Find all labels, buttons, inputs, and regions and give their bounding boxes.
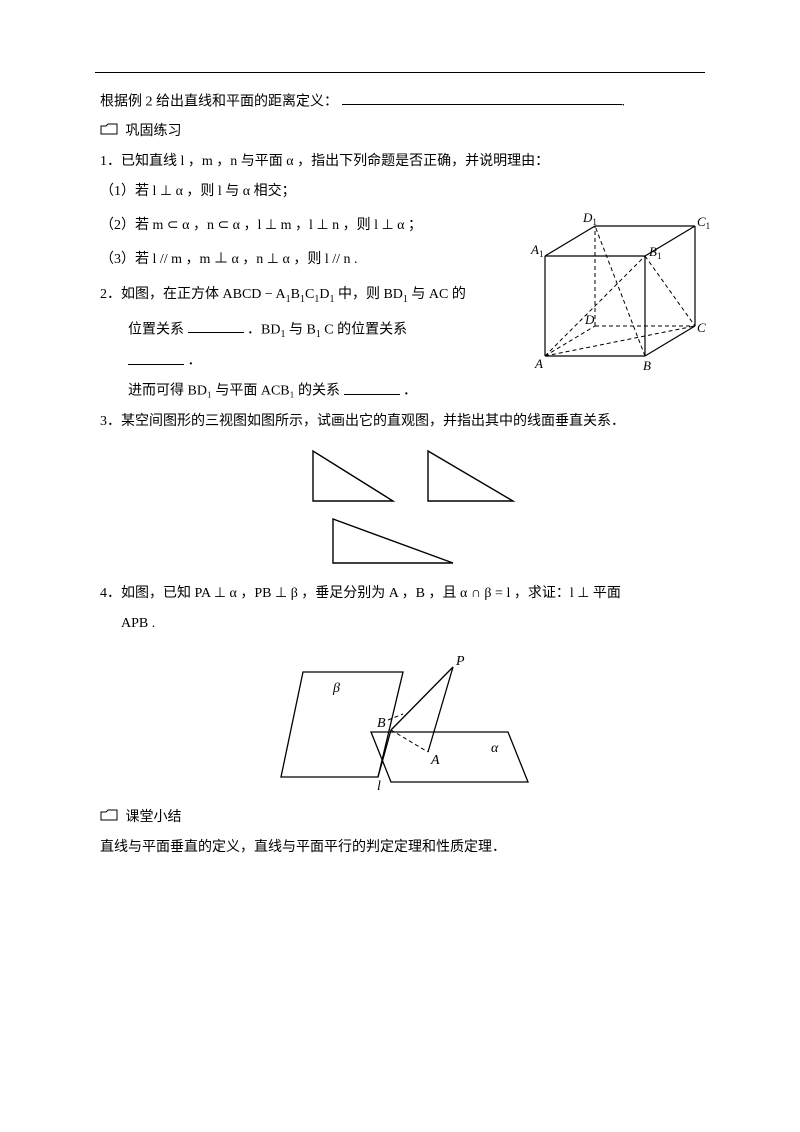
- q4-line1: 4．如图，已知 PA ⊥ α ，PB ⊥ β ，垂足分别为 A ，B ，且 α …: [100, 582, 705, 606]
- svg-text:C1: C1: [697, 214, 710, 231]
- q2-t1: 2．如图，在正方体 ABCD − A: [100, 287, 286, 302]
- q2-t3: C: [305, 287, 314, 302]
- def-text: 根据例 2 给出直线和平面的距离定义：: [100, 94, 338, 109]
- svg-text:β: β: [332, 681, 340, 696]
- q2-line4: 进而可得 BD₁ 与平面 ACB₁ 的关系 ．: [100, 379, 705, 403]
- blank-q2-2[interactable]: [128, 349, 184, 364]
- svg-text:P: P: [455, 654, 465, 669]
- folder-icon: [100, 120, 118, 144]
- svg-text:C: C: [697, 320, 706, 335]
- svg-text:α: α: [491, 741, 499, 756]
- svg-text:D: D: [584, 312, 595, 327]
- folder-icon-2: [100, 806, 118, 830]
- blank-q2-3[interactable]: [344, 379, 400, 394]
- q1-p1: （1）若 l ⊥ α ，则 l 与 α 相交；: [100, 180, 705, 204]
- three-views: [100, 441, 705, 576]
- q2-l2d: C 的位置关系: [324, 322, 407, 337]
- q2-l2c: 与 B: [289, 322, 316, 337]
- q2-dot: ．: [403, 384, 417, 399]
- section-practice: 巩固练习: [100, 120, 705, 144]
- q2-t4: D: [319, 287, 329, 302]
- blank-q2-1[interactable]: [188, 318, 244, 333]
- practice-title: 巩固练习: [126, 124, 182, 139]
- summary-title: 课堂小结: [126, 810, 182, 825]
- svg-text:B: B: [643, 358, 651, 373]
- svg-text:D1: D1: [582, 210, 597, 227]
- q4-line2: APB .: [100, 612, 705, 636]
- q2-t5: 中，则 BD: [334, 287, 402, 302]
- planes-figure: β α P A B l: [100, 642, 705, 802]
- cube-figure: A B C D A1 B1 C1 D1: [525, 206, 710, 381]
- blank-definition[interactable]: [342, 90, 622, 105]
- q2-t2: B: [291, 287, 300, 302]
- svg-text:l: l: [377, 779, 381, 794]
- definition-line: 根据例 2 给出直线和平面的距离定义： .: [100, 90, 705, 114]
- svg-text:A1: A1: [530, 242, 543, 259]
- q2-l4: 进而可得 BD₁ 与平面 ACB₁ 的关系: [128, 384, 340, 399]
- q2-l2b: ．BD: [247, 322, 280, 337]
- q2-t6: 与 AC 的: [408, 287, 466, 302]
- svg-text:A: A: [534, 356, 543, 371]
- svg-text:A: A: [430, 753, 440, 768]
- q2-l3a: ．: [188, 354, 202, 369]
- q2-l2a: 位置关系: [128, 322, 184, 337]
- section-summary: 课堂小结: [100, 806, 705, 830]
- svg-text:B: B: [377, 716, 386, 731]
- q3: 3．某空间图形的三视图如图所示，试画出它的直观图，并指出其中的线面垂直关系．: [100, 410, 705, 434]
- q1-stem: 1．已知直线 l ，m ，n 与平面 α ，指出下列命题是否正确，并说明理由：: [100, 150, 705, 174]
- summary-text: 直线与平面垂直的定义，直线与平面平行的判定定理和性质定理．: [100, 836, 705, 860]
